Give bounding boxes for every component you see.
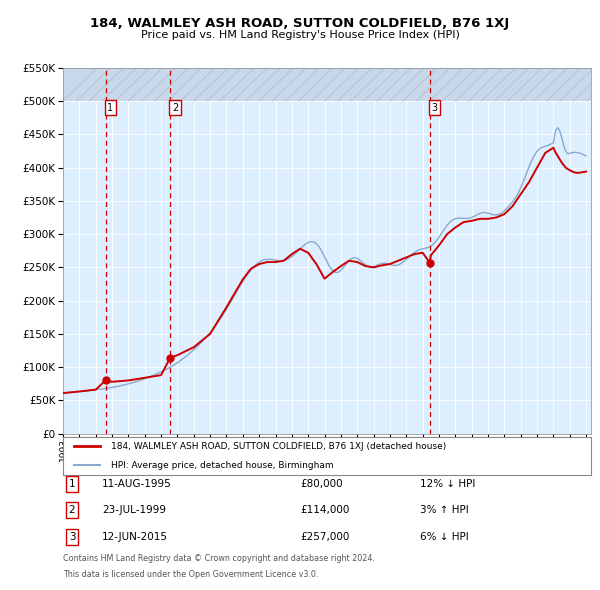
Text: 3: 3 <box>431 103 437 113</box>
Text: 1: 1 <box>107 103 113 113</box>
Text: £80,000: £80,000 <box>300 479 343 489</box>
Text: HPI: Average price, detached house, Birmingham: HPI: Average price, detached house, Birm… <box>110 461 333 470</box>
Text: Price paid vs. HM Land Registry's House Price Index (HPI): Price paid vs. HM Land Registry's House … <box>140 30 460 40</box>
Text: £114,000: £114,000 <box>300 506 349 515</box>
Text: 184, WALMLEY ASH ROAD, SUTTON COLDFIELD, B76 1XJ: 184, WALMLEY ASH ROAD, SUTTON COLDFIELD,… <box>91 17 509 30</box>
Text: 184, WALMLEY ASH ROAD, SUTTON COLDFIELD, B76 1XJ (detached house): 184, WALMLEY ASH ROAD, SUTTON COLDFIELD,… <box>110 442 446 451</box>
Text: 12-JUN-2015: 12-JUN-2015 <box>102 532 168 542</box>
Text: Contains HM Land Registry data © Crown copyright and database right 2024.: Contains HM Land Registry data © Crown c… <box>63 555 375 563</box>
Text: 23-JUL-1999: 23-JUL-1999 <box>102 506 166 515</box>
Text: This data is licensed under the Open Government Licence v3.0.: This data is licensed under the Open Gov… <box>63 571 319 579</box>
Text: 6% ↓ HPI: 6% ↓ HPI <box>420 532 469 542</box>
Text: £257,000: £257,000 <box>300 532 349 542</box>
Text: 3% ↑ HPI: 3% ↑ HPI <box>420 506 469 515</box>
Text: 2: 2 <box>172 103 178 113</box>
Text: 1: 1 <box>68 479 76 489</box>
Text: 2: 2 <box>68 506 76 515</box>
Text: 12% ↓ HPI: 12% ↓ HPI <box>420 479 475 489</box>
Text: 3: 3 <box>68 532 76 542</box>
Text: 11-AUG-1995: 11-AUG-1995 <box>102 479 172 489</box>
